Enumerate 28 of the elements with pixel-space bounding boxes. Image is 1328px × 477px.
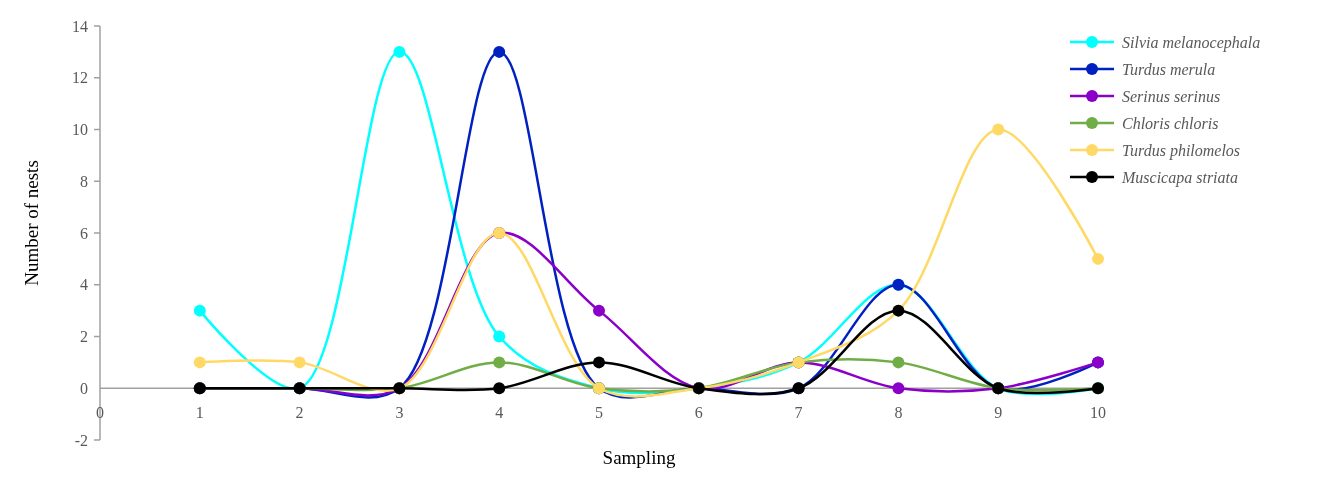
x-tick-label: 3: [395, 404, 404, 422]
x-tick-label: 8: [894, 404, 903, 422]
x-tick-label: 1: [195, 404, 204, 422]
y-tick-label: 6: [80, 224, 88, 242]
legend-label: Turdus philomelos: [1122, 141, 1241, 160]
legend-label: Turdus merula: [1122, 60, 1216, 78]
x-tick-label: 0: [96, 404, 104, 422]
y-tick-label: 14: [72, 17, 88, 35]
y-axis-title: Number of nests: [21, 160, 42, 286]
y-tick-label: 8: [80, 172, 88, 190]
legend-label: Silvia melanocephala: [1122, 33, 1261, 52]
x-tick-label: 4: [495, 404, 504, 422]
x-tick-label: 6: [694, 404, 703, 422]
x-axis-title: Sampling: [602, 447, 676, 468]
x-tick-label: 5: [595, 404, 603, 422]
y-tick-label: 10: [72, 121, 88, 139]
x-tick-label: 9: [994, 404, 1003, 422]
x-tick-label: 2: [295, 404, 304, 422]
legend-label: Serinus serinus: [1122, 87, 1221, 105]
y-tick-label: -2: [74, 431, 88, 449]
y-tick-label: 2: [80, 328, 88, 346]
x-tick-label: 10: [1090, 404, 1106, 422]
y-tick-label: 0: [80, 379, 88, 397]
legend-label: Muscicapa striata: [1121, 168, 1238, 187]
y-tick-label: 12: [72, 69, 88, 87]
x-tick-label: 7: [794, 404, 803, 422]
legend-label: Chloris chloris: [1122, 114, 1219, 132]
y-tick-label: 4: [80, 276, 88, 294]
